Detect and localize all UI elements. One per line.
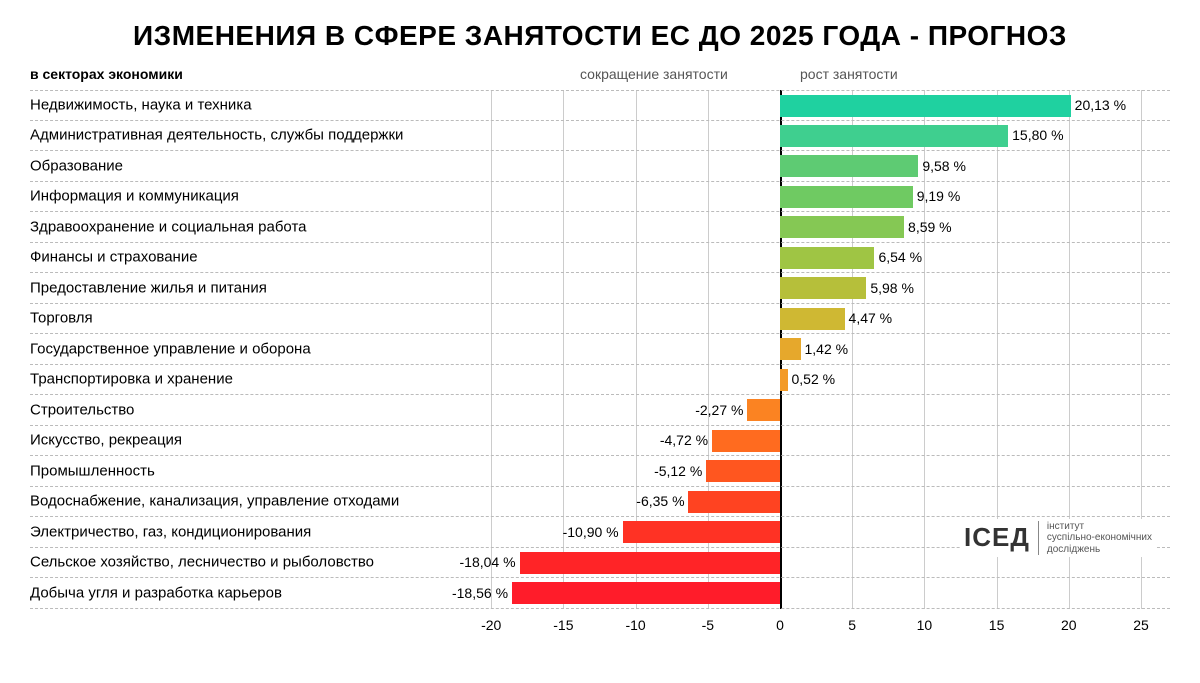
x-tick-label: -20 — [481, 617, 501, 633]
x-tick-label: 0 — [776, 617, 784, 633]
value-label: -18,56 % — [452, 585, 508, 601]
bar — [688, 491, 780, 513]
value-label: 1,42 % — [805, 341, 849, 357]
x-tick-label: -15 — [553, 617, 573, 633]
bar — [512, 582, 780, 604]
category-label: Транспортировка и хранение — [30, 371, 233, 388]
x-tick-label: 5 — [848, 617, 856, 633]
chart-row: Искусство, рекреация -4,72 % — [30, 426, 1170, 457]
bar — [780, 277, 866, 299]
bar — [780, 308, 845, 330]
chart-area: Недвижимость, наука и техника 20,13 % Адми… — [30, 90, 1170, 652]
logo-sub-line2: суспільно-економічних — [1047, 532, 1152, 544]
x-tick-label: 20 — [1061, 617, 1077, 633]
bar — [780, 338, 801, 360]
logo-sub-line3: досліджень — [1047, 544, 1152, 556]
chart-row: Торговля 4,47 % — [30, 304, 1170, 335]
chart-row: Промышленность -5,12 % — [30, 456, 1170, 487]
logo-subtitle: інститут суспільно-економічних досліджен… — [1038, 521, 1152, 556]
category-label: Строительство — [30, 401, 134, 418]
category-label: Финансы и страхование — [30, 249, 198, 266]
chart-row: Транспортировка и хранение 0,52 % — [30, 365, 1170, 396]
value-label: 0,52 % — [792, 371, 836, 387]
x-axis: -20 -15 -10 -5 0 5 10 15 20 25 — [30, 609, 1170, 639]
value-label: 5,98 % — [870, 280, 914, 296]
bar — [780, 95, 1071, 117]
category-label: Недвижимость, наука и техника — [30, 97, 252, 114]
axis-label-increase: рост занятости — [800, 66, 898, 82]
category-label: Добыча угля и разработка карьеров — [30, 584, 282, 601]
value-label: 6,54 % — [878, 249, 922, 265]
category-label: Искусство, рекреация — [30, 432, 182, 449]
bar — [747, 399, 780, 421]
x-tick-label: -5 — [702, 617, 714, 633]
value-label: 9,58 % — [922, 158, 966, 174]
category-label: Административная деятельность, службы по… — [30, 127, 403, 144]
value-label: -5,12 % — [654, 463, 702, 479]
logo-sub-line1: інститут — [1047, 521, 1152, 533]
chart-row: Недвижимость, наука и техника 20,13 % — [30, 90, 1170, 121]
value-label: 8,59 % — [908, 219, 952, 235]
bar — [780, 125, 1008, 147]
bar — [780, 155, 918, 177]
x-tick-label: 15 — [989, 617, 1005, 633]
chart-row: Водоснабжение, канализация, управление о… — [30, 487, 1170, 518]
category-label: Торговля — [30, 310, 93, 327]
category-label: Образование — [30, 157, 123, 174]
value-label: -4,72 % — [660, 432, 708, 448]
chart-title: ИЗМЕНЕНИЯ В СФЕРЕ ЗАНЯТОСТИ ЕС ДО 2025 Г… — [30, 20, 1170, 52]
category-label: Здравоохранение и социальная работа — [30, 218, 306, 235]
category-label: Водоснабжение, канализация, управление о… — [30, 493, 399, 510]
chart-row: Здравоохранение и социальная работа 8,59 … — [30, 212, 1170, 243]
value-label: 4,47 % — [849, 310, 893, 326]
subtitle-row: в секторах экономики сокращение занятост… — [30, 66, 1170, 86]
category-label: Предоставление жилья и питания — [30, 279, 267, 296]
axis-label-decrease: сокращение занятости — [580, 66, 728, 82]
category-label: Сельское хозяйство, лесничество и рыболо… — [30, 554, 374, 571]
bar — [712, 430, 780, 452]
chart-row: Финансы и страхование 6,54 % — [30, 243, 1170, 274]
value-label: -10,90 % — [563, 524, 619, 540]
value-label: 15,80 % — [1012, 127, 1063, 143]
chart-row: Предоставление жилья и питания 5,98 % — [30, 273, 1170, 304]
value-label: -6,35 % — [636, 493, 684, 509]
x-tick-label: 25 — [1133, 617, 1149, 633]
bar — [780, 186, 913, 208]
value-label: 20,13 % — [1075, 97, 1126, 113]
value-label: -2,27 % — [695, 402, 743, 418]
bar — [780, 369, 788, 391]
chart-row: Административная деятельность, службы по… — [30, 121, 1170, 152]
logo-block: ІСЕД інститут суспільно-економічних досл… — [960, 519, 1156, 558]
bar — [706, 460, 780, 482]
bar — [780, 216, 904, 238]
x-tick-label: 10 — [917, 617, 933, 633]
subtitle-sectors: в секторах экономики — [30, 66, 183, 82]
x-tick-label: -10 — [625, 617, 645, 633]
category-label: Государственное управление и оборона — [30, 340, 311, 357]
value-label: -18,04 % — [460, 554, 516, 570]
category-label: Информация и коммуникация — [30, 188, 239, 205]
chart-row: Образование 9,58 % — [30, 151, 1170, 182]
chart-row: Государственное управление и оборона 1,42… — [30, 334, 1170, 365]
chart-row: Строительство -2,27 % — [30, 395, 1170, 426]
value-label: 9,19 % — [917, 188, 961, 204]
chart-row: Информация и коммуникация 9,19 % — [30, 182, 1170, 213]
logo-acronym: ІСЕД — [964, 522, 1030, 553]
bar — [623, 521, 780, 543]
chart-row: Добыча угля и разработка карьеров -18,56 … — [30, 578, 1170, 609]
category-label: Промышленность — [30, 462, 155, 479]
category-label: Электричество, газ, кондиционирования — [30, 523, 311, 540]
bar — [520, 552, 780, 574]
bar — [780, 247, 874, 269]
